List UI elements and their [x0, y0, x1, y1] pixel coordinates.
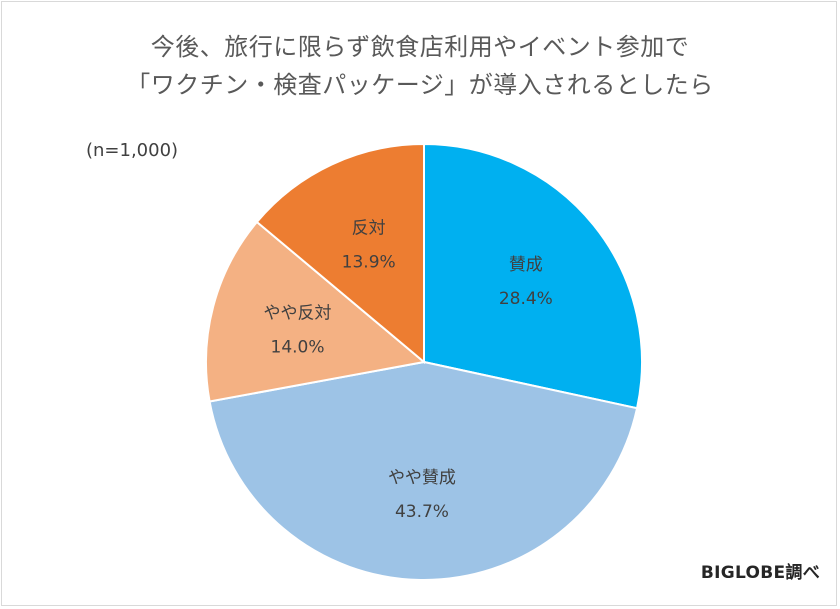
sample-size-note: (n=1,000): [86, 140, 179, 161]
slice-category-label: 賛成: [509, 255, 543, 275]
slice-value-label: 13.9%: [342, 252, 396, 272]
pie-slice-2: [208, 360, 639, 581]
slice-value-label: 14.0%: [271, 338, 325, 358]
pie-slice-4: [255, 142, 425, 365]
slice-category-label: 反対: [352, 218, 386, 238]
slice-category-label: やや反対: [264, 304, 332, 324]
source-credit: BIGLOBE調べ: [700, 563, 820, 583]
slice-value-label: 43.7%: [395, 502, 449, 522]
pie-slice-3: [205, 220, 427, 403]
slice-value-label: 28.4%: [499, 289, 553, 309]
pie-slice-1: [423, 142, 643, 410]
chart-title-line-1: 今後、旅行に限らず飲食店利用やイベント参加で: [150, 33, 690, 61]
chart-title-line-2: 「ワクチン・検査パッケージ」が導入されるとしたら: [126, 71, 714, 99]
slice-category-label: やや賛成: [388, 468, 456, 488]
